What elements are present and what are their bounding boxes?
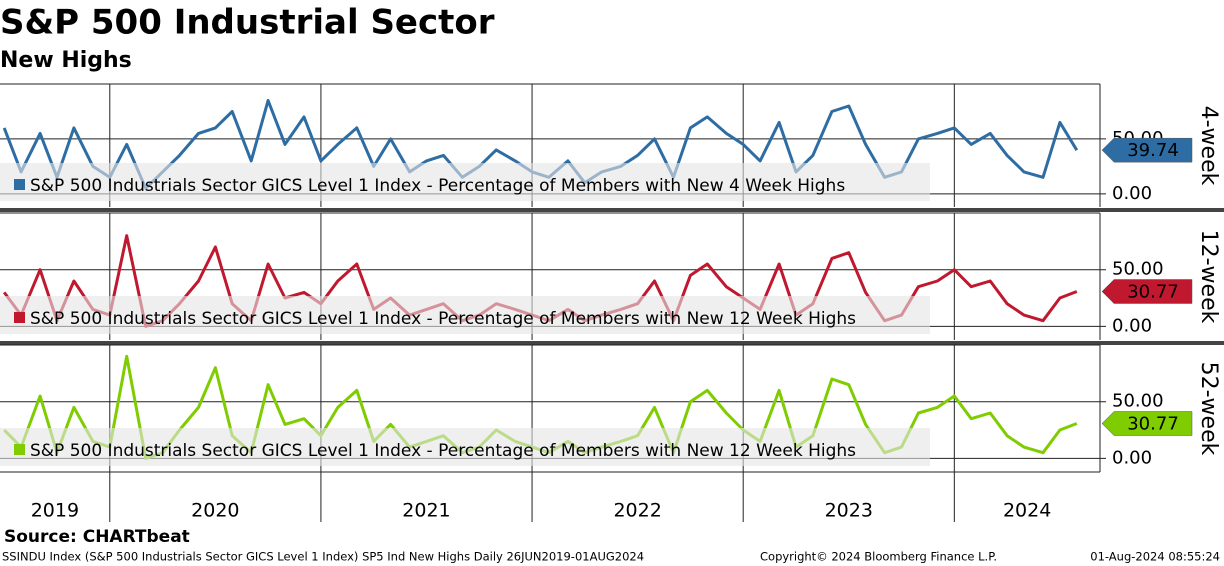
x-tick-label: 2021 bbox=[402, 500, 450, 522]
legend-label: S&P 500 Industrials Sector GICS Level 1 … bbox=[30, 309, 856, 329]
chart-subtitle: New Highs bbox=[0, 48, 132, 73]
footer-copyright: Copyright© 2024 Bloomberg Finance L.P. bbox=[760, 550, 997, 564]
last-value-flag bbox=[1101, 279, 1193, 304]
source: Source: CHARTbeat bbox=[4, 527, 190, 547]
legend-swatch bbox=[14, 179, 25, 190]
x-tick-label: 2020 bbox=[191, 500, 239, 522]
legend-swatch bbox=[14, 312, 25, 323]
footer-left: SSINDU Index (S&P 500 Industrials Sector… bbox=[2, 550, 644, 564]
panel-separator bbox=[0, 341, 1224, 345]
panel-separator bbox=[0, 208, 1224, 212]
footer-date: 01-Aug-2024 08:55:24 bbox=[1090, 550, 1220, 564]
legend-band bbox=[0, 163, 930, 201]
legend-band bbox=[0, 296, 930, 334]
x-tick-label: 2022 bbox=[613, 500, 661, 522]
legend-swatch bbox=[14, 444, 25, 455]
y-tick-label: 0.00 bbox=[1112, 183, 1152, 204]
chart-title: S&P 500 Industrial Sector bbox=[0, 3, 495, 43]
last-value-flag bbox=[1101, 411, 1193, 436]
legend-label: S&P 500 Industrials Sector GICS Level 1 … bbox=[30, 441, 856, 461]
x-tick-label: 2019 bbox=[31, 500, 79, 522]
y-tick-label: 50.00 bbox=[1112, 391, 1164, 412]
x-tick-label: 2024 bbox=[1003, 500, 1051, 522]
y-tick-label: 0.00 bbox=[1112, 315, 1152, 336]
panel-label: 4-week bbox=[1196, 106, 1221, 186]
panel-label: 12-week bbox=[1196, 230, 1221, 324]
legend-band bbox=[0, 428, 930, 466]
last-value-label: 39.74 bbox=[1127, 140, 1179, 161]
legend-label: S&P 500 Industrials Sector GICS Level 1 … bbox=[30, 176, 845, 196]
last-value-label: 30.77 bbox=[1127, 282, 1179, 303]
y-tick-label: 50.00 bbox=[1112, 259, 1164, 280]
x-tick-label: 2023 bbox=[825, 500, 873, 522]
y-tick-label: 0.00 bbox=[1112, 447, 1152, 468]
last-value-flag bbox=[1101, 137, 1193, 163]
panel-label: 52-week bbox=[1196, 362, 1221, 456]
last-value-label: 30.77 bbox=[1127, 414, 1179, 435]
